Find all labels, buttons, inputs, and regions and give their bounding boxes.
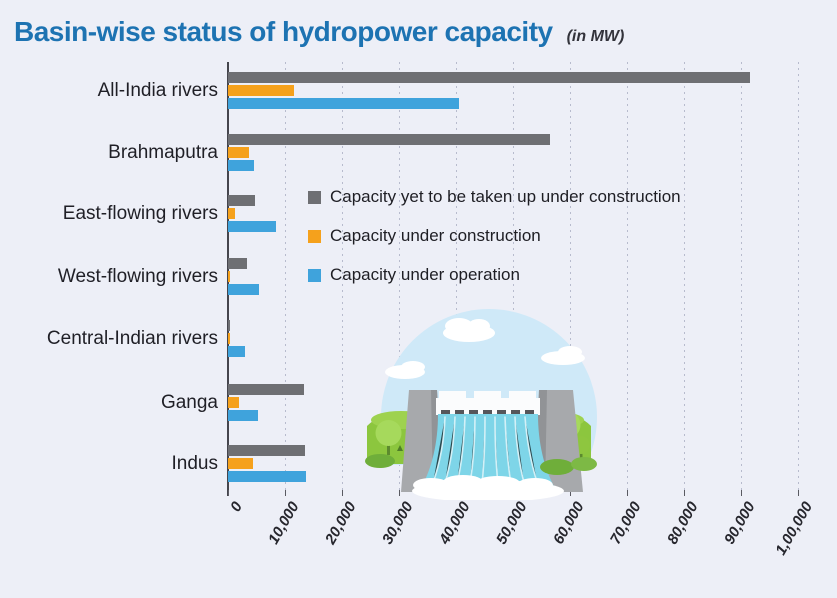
title-row: Basin-wise status of hydropower capacity…: [14, 16, 624, 48]
y-category-label: Indus: [171, 452, 218, 474]
gridline: [512, 62, 515, 494]
bar-segment: [228, 410, 259, 421]
gridline: [284, 62, 287, 494]
y-category-label: Brahmaputra: [108, 141, 218, 163]
y-category-label: All-India rivers: [97, 79, 218, 101]
bar-segment: [228, 134, 551, 145]
page-title: Basin-wise status of hydropower capacity: [14, 16, 553, 47]
bar-segment: [228, 333, 230, 344]
gridline: [398, 62, 401, 494]
bar-segment: [228, 221, 277, 232]
y-category-label: Central-Indian rivers: [46, 327, 218, 349]
bar-segment: [228, 98, 459, 109]
x-tick-label: 50,000: [493, 499, 531, 548]
y-category-label: East-flowing rivers: [62, 202, 218, 224]
legend-item-operation: Capacity under operation: [308, 264, 681, 286]
y-category-label: West-flowing rivers: [57, 265, 218, 287]
foam: [412, 475, 564, 500]
x-tick-label: 70,000: [607, 499, 645, 548]
bar-segment: [228, 458, 254, 469]
legend-swatch-gray: [308, 190, 321, 204]
legend-label: Capacity under construction: [330, 226, 541, 245]
x-tick-label: 0: [226, 499, 246, 515]
bar-segment: [228, 258, 248, 269]
bar-segment: [228, 195, 256, 206]
bushes: [365, 454, 597, 475]
bar-segment: [228, 384, 304, 395]
gridline: [740, 62, 743, 494]
bar-segment: [228, 271, 230, 282]
title-unit: (in MW): [566, 28, 625, 45]
legend-item-yet: Capacity yet to be taken up under constr…: [308, 186, 681, 208]
x-tick-mark: [684, 490, 685, 496]
legend-label: Capacity under operation: [330, 265, 520, 284]
x-tick-mark: [798, 490, 799, 496]
dam-crest: [436, 391, 540, 415]
x-tick-label: 80,000: [664, 499, 702, 548]
gridline: [455, 62, 458, 494]
bar-segment: [228, 346, 246, 357]
x-tick-mark: [342, 490, 343, 496]
x-tick-label: 20,000: [322, 499, 360, 548]
x-tick-mark: [399, 490, 400, 496]
bar-segment: [228, 397, 240, 408]
bar-segment: [228, 72, 750, 83]
bar-segment: [228, 208, 235, 219]
gridline: [341, 62, 344, 494]
legend-swatch-blue: [308, 268, 321, 282]
bar-segment: [228, 160, 254, 171]
bar-segment: [228, 85, 294, 96]
x-tick-label: 90,000: [721, 499, 759, 548]
x-tick-label: 10,000: [265, 499, 303, 548]
bar-segment: [228, 445, 305, 456]
gridline: [797, 62, 800, 494]
legend-label: Capacity yet to be taken up under constr…: [330, 187, 681, 206]
x-tick-mark: [627, 490, 628, 496]
legend-item-construction: Capacity under construction: [308, 225, 681, 247]
x-tick-mark: [228, 490, 229, 496]
gridline: [626, 62, 629, 494]
x-tick-label: 40,000: [436, 499, 474, 548]
legend: Capacity yet to be taken up under constr…: [308, 186, 681, 303]
x-tick-mark: [741, 490, 742, 496]
y-category-label: Ganga: [160, 391, 218, 413]
bar-segment: [228, 147, 249, 158]
x-tick-mark: [285, 490, 286, 496]
x-tick-label: 30,000: [379, 499, 417, 548]
waterfall: [421, 414, 555, 488]
bar-segment: [228, 284, 260, 295]
x-tick-mark: [570, 490, 571, 496]
gridline: [683, 62, 686, 494]
x-tick-label: 1,00,000: [771, 499, 816, 559]
legend-swatch-orange: [308, 229, 321, 243]
bar-segment: [228, 320, 230, 331]
x-tick-label: 60,000: [550, 499, 588, 548]
gridline: [569, 62, 572, 494]
dam-illustration: [365, 309, 597, 500]
bar-segment: [228, 471, 307, 482]
